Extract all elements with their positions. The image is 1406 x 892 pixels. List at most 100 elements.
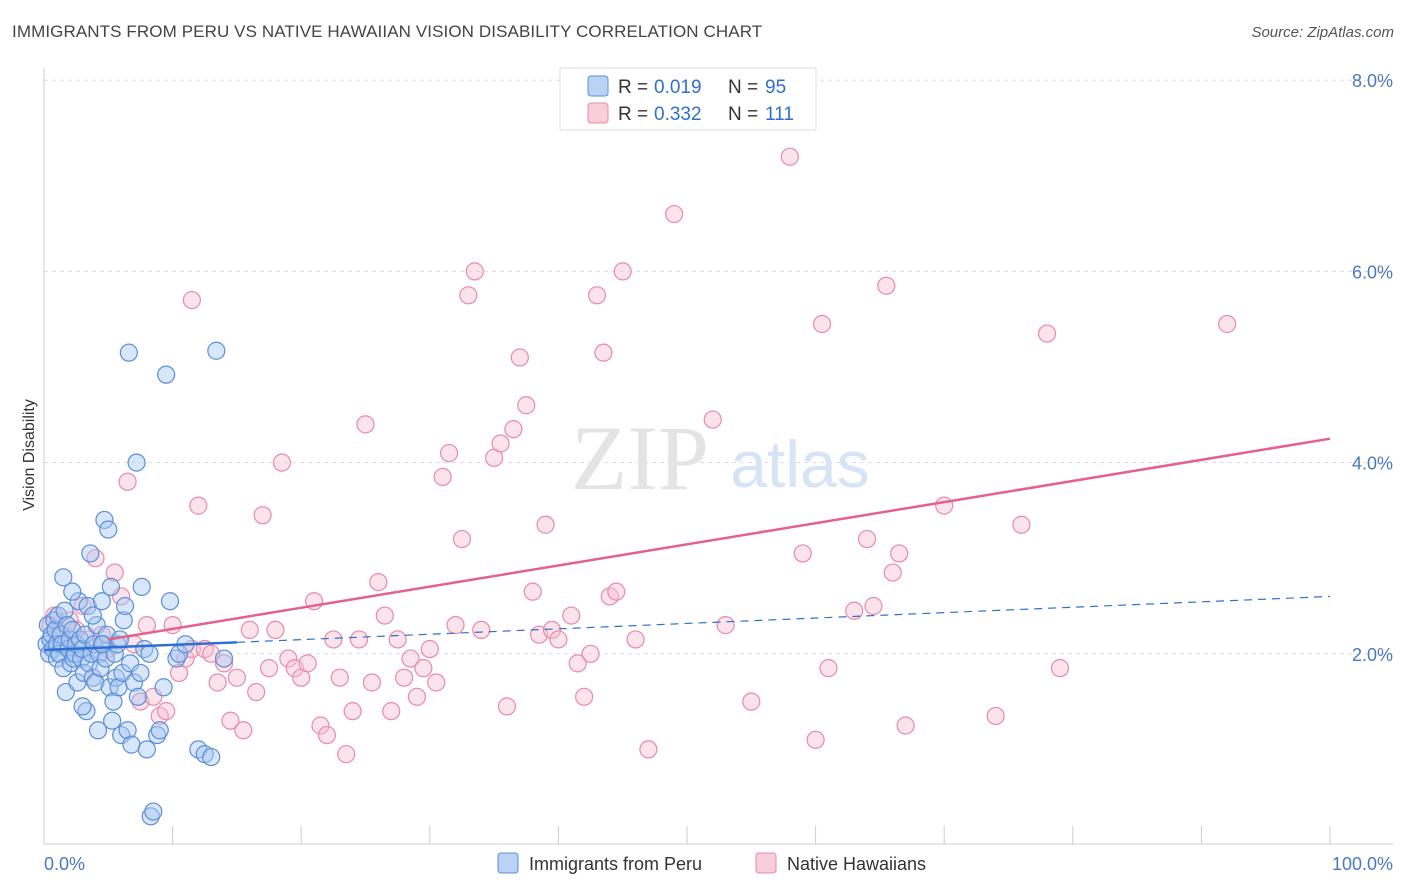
peru-point-47 [95,510,114,530]
hawaii-point-91 [639,740,658,759]
peru-point-78 [150,721,169,740]
hawaii-point-110 [1012,515,1031,534]
hawaii-point-58 [401,649,420,668]
hawaii-point-45 [317,725,337,745]
hawaii-point-107 [896,716,915,735]
peru-trend-extended [236,595,1331,643]
hawaii-point-69 [472,620,491,640]
hawaii-point-53 [369,572,388,592]
trend-lines [43,437,1331,652]
peru-point-87 [202,747,221,767]
hawaii-point-71 [491,434,510,453]
hawaii-point-88 [607,582,626,601]
hawaii-point-62 [427,673,446,692]
hawaii-point-82 [568,654,587,673]
hawaii-point-113 [1218,314,1237,334]
peru-point-91 [73,697,92,716]
peru-point-50 [99,520,118,539]
hawaii-point-100 [819,659,838,678]
hawaii-point-72 [497,697,517,716]
peru-point-75 [141,807,160,826]
hawaii-point-11 [105,563,124,582]
legend-swatch-peru [587,75,609,97]
hawaii-point-37 [266,620,285,640]
hawaii-trend-line [108,437,1331,641]
peru-point-77 [148,725,167,745]
peru-point-44 [91,659,110,678]
bottom-legend-swatch-hawaii [755,852,777,874]
peru-point-62 [114,611,133,630]
hawaii-point-34 [247,682,266,702]
hawaii-point-44 [311,716,330,735]
hawaii-point-79 [542,620,562,640]
hawaii-point-39 [279,649,298,668]
hawaii-point-35 [253,506,272,525]
legend-r-value-peru: 0.019 [654,77,702,98]
hawaii-point-63 [433,467,452,487]
tick-labels: 2.0% 4.0% 6.0% 8.0% 0.0% 100.0% [44,71,1393,874]
watermark: ZIP atlas [571,407,870,509]
hawaii-point-13 [118,472,137,491]
bottom-legend-label-hawaii: Native Hawaiians [787,854,926,874]
chart-source: Source: ZipAtlas.com [1251,24,1394,41]
peru-point-57 [108,635,127,654]
peru-point-15 [54,568,73,587]
hawaii-point-111 [1037,324,1057,343]
hawaii-point-61 [420,639,439,659]
hawaii-point-97 [793,544,812,563]
peru-point-21 [61,654,81,673]
peru-point-52 [101,577,120,596]
hawaii-point-112 [1050,659,1070,678]
peru-point-48 [96,649,115,668]
peru-point-80 [157,365,176,384]
hawaii-point-38 [272,453,292,472]
hawaii-point-51 [356,415,375,434]
peru-point-69 [128,687,147,706]
peru-point-67 [124,673,144,692]
hawaii-point-57 [394,668,414,687]
y-tick-label-3: 8.0% [1352,71,1393,91]
hawaii-point-95 [742,692,761,711]
bottom-legend-label-peru: Immigrants from Peru [529,854,702,874]
peru-point-79 [154,678,173,697]
peru-point-34 [78,596,97,616]
hawaii-point-64 [439,443,459,463]
bottom-legend-swatch-peru [497,852,519,874]
hawaii-point-76 [523,582,542,601]
hawaii-point-90 [626,630,645,649]
hawaii-point-42 [298,654,317,673]
hawaii-point-75 [517,396,536,415]
hawaii-point-67 [459,286,478,305]
hawaii-point-68 [465,262,484,281]
peru-point-66 [122,735,141,754]
peru-point-90 [207,341,226,360]
hawaii-point-98 [806,730,825,749]
hawaii-point-49 [343,702,362,721]
peru-point-70 [131,663,150,683]
hawaii-point-108 [935,496,954,515]
hawaii-point-96 [780,147,799,166]
peru-point-74 [140,644,159,663]
peru-point-36 [81,544,100,563]
legend-swatch-hawaii [587,102,609,124]
hawaii-point-56 [388,630,407,649]
hawaii-point-55 [382,702,401,721]
hawaii-point-66 [452,529,472,549]
watermark-atlas: atlas [730,427,869,501]
watermark-zip: ZIP [571,407,709,509]
peru-point-64 [118,721,137,740]
legend-n-label-hawaii: N = [728,104,758,125]
peru-point-45 [92,592,111,611]
peru-point-71 [132,577,151,596]
hawaii-point-28 [208,673,227,692]
hawaii-point-80 [549,630,568,649]
peru-point-89 [119,343,138,362]
legend-n-value-hawaii: 111 [765,104,794,125]
peru-point-27 [69,592,88,611]
peru-trend-line [43,641,237,652]
peru-points [37,341,234,826]
hawaii-point-92 [665,204,684,224]
peru-point-63 [115,596,135,616]
peru-point-76 [144,802,163,821]
